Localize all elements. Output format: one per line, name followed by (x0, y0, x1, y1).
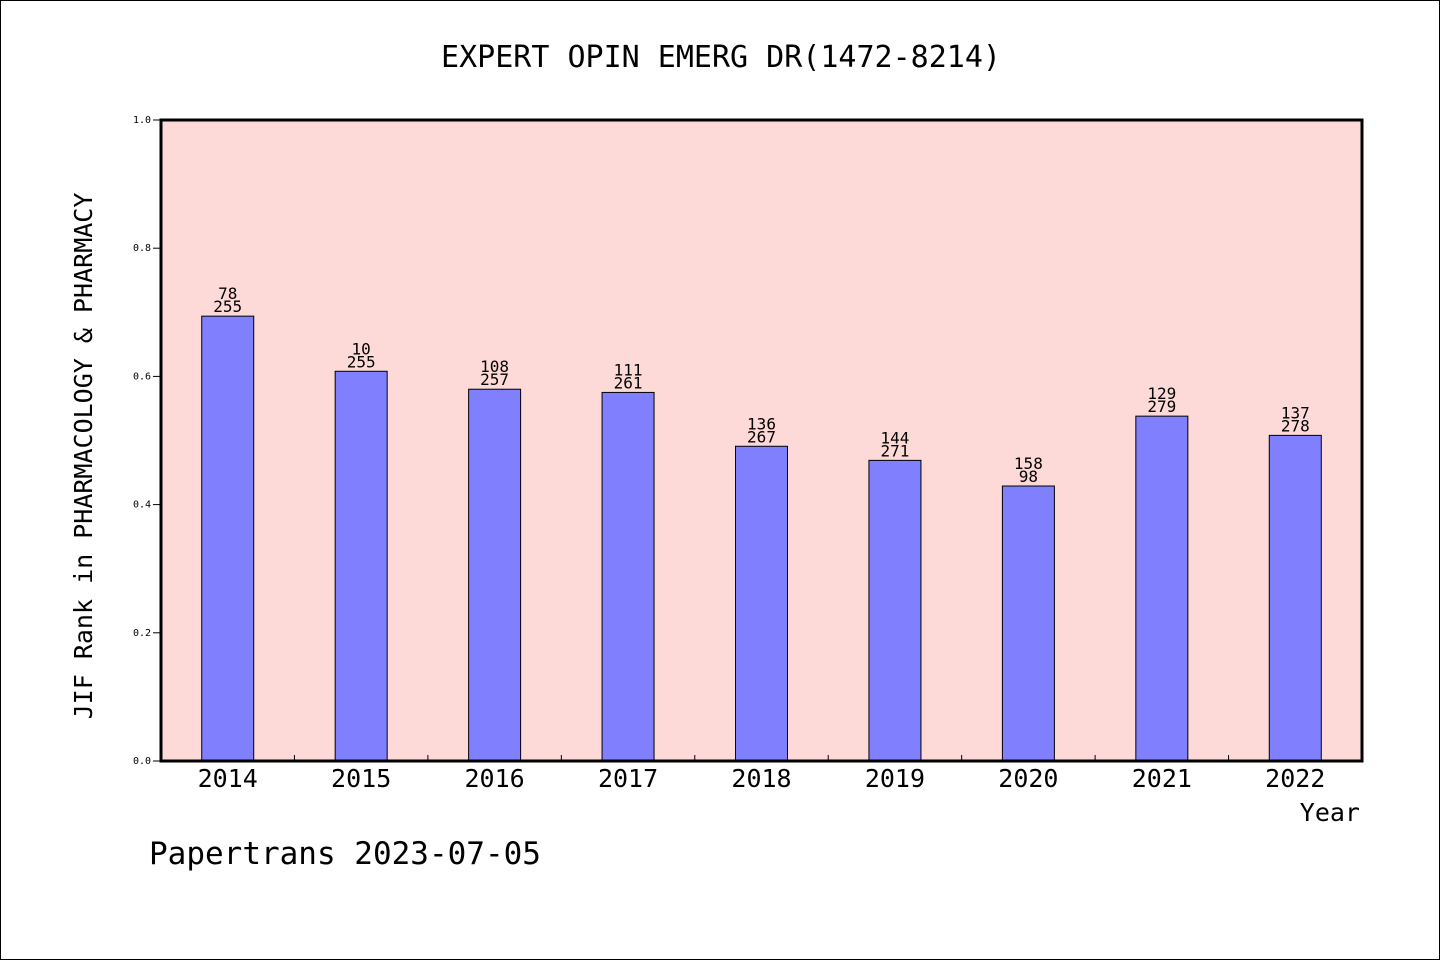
y-tick-label: 0.0 (133, 756, 151, 767)
bar-2017 (601, 391, 655, 762)
bar-total-label: 278 (1281, 416, 1310, 435)
bar-rank-label: 158 (1014, 454, 1043, 473)
bar-total-label: 261 (614, 373, 643, 392)
bar-rank-label: 10 (352, 339, 371, 358)
bar-total-label: 279 (1147, 397, 1176, 416)
y-tick-label: 0.4 (133, 500, 151, 511)
bar-2018 (735, 445, 788, 762)
bar-total-label: 98 (1019, 467, 1038, 486)
x-tick-label: 2022 (1265, 764, 1325, 793)
bar-2022 (1268, 434, 1322, 762)
plot-border (159, 118, 1364, 763)
y-tick-label: 0.8 (133, 243, 151, 254)
x-tick-label: 2015 (331, 764, 391, 793)
bar-2016 (468, 388, 522, 762)
bar-2019 (868, 459, 922, 762)
y-tick-label: 1.0 (133, 115, 151, 126)
y-axis-label: JIF Rank in PHARMACOLOGY & PHARMACY (69, 193, 98, 720)
x-tick-label: 2017 (598, 764, 658, 793)
x-tick-label: 2019 (865, 764, 925, 793)
bar-total-label: 271 (880, 441, 909, 460)
y-tick-label: 0.2 (133, 628, 151, 639)
bar-2015 (334, 370, 388, 762)
x-axis: 2014 2015 2016 2017 2018 2019 2020 2021 2022 (198, 755, 1325, 793)
bar-total-label: 255 (347, 352, 376, 371)
x-tick-label: 2020 (998, 764, 1058, 793)
bar-rank-label: 111 (614, 360, 643, 379)
x-tick-label: 2018 (731, 764, 791, 793)
bar-total-label: 255 (213, 297, 242, 316)
x-axis-label: Year (1300, 798, 1360, 827)
bar-rank-label: 137 (1281, 403, 1310, 422)
bars (201, 315, 1322, 762)
x-tick-label: 2014 (198, 764, 258, 793)
bar-rank-label: 136 (747, 414, 776, 433)
bar-total-label: 257 (480, 370, 509, 389)
y-tick-label: 0.6 (133, 371, 151, 382)
bar-rank-label: 78 (218, 284, 237, 303)
bar-rank-label: 129 (1147, 384, 1176, 403)
bar-2021 (1135, 415, 1189, 762)
bar-rank-label: 108 (480, 357, 509, 376)
bar-total-label: 267 (747, 427, 776, 446)
bar-rank-label: 144 (880, 428, 909, 447)
bar-2014 (201, 315, 255, 762)
x-tick-label: 2021 (1132, 764, 1192, 793)
y-axis: 0.0 0.2 0.4 0.6 0.8 1.0 (133, 115, 161, 767)
bar-2020 (1001, 485, 1055, 762)
chart-title: EXPERT OPIN EMERG DR(1472-8214) (441, 40, 1001, 75)
x-tick-label: 2016 (465, 764, 525, 793)
footer-watermark: Papertrans 2023-07-05 (149, 836, 541, 872)
